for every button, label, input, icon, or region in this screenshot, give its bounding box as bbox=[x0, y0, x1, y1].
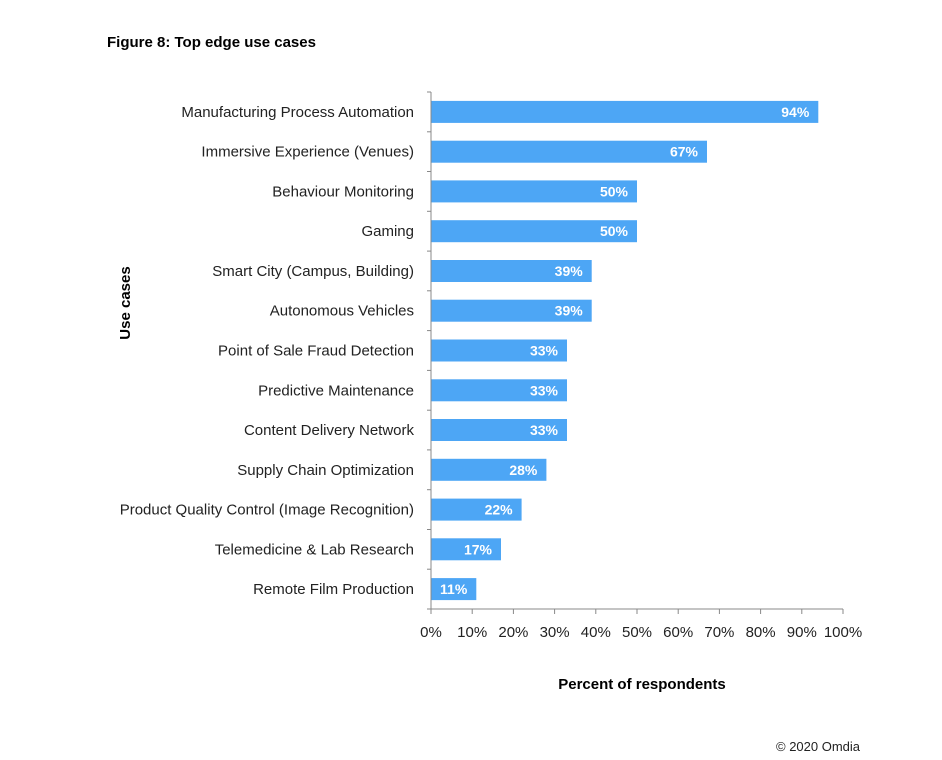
data-label: 33% bbox=[530, 422, 559, 438]
x-tick-label: 90% bbox=[787, 624, 817, 641]
bar bbox=[431, 260, 592, 282]
category-label: Telemedicine & Lab Research bbox=[215, 541, 414, 558]
category-label: Immersive Experience (Venues) bbox=[201, 144, 414, 161]
category-label: Point of Sale Fraud Detection bbox=[218, 343, 414, 360]
bar bbox=[431, 220, 637, 243]
data-label: 67% bbox=[670, 144, 699, 160]
category-label: Supply Chain Optimization bbox=[237, 462, 414, 479]
category-label: Smart City (Campus, Building) bbox=[212, 263, 414, 280]
bar bbox=[431, 100, 819, 123]
bar bbox=[431, 458, 547, 481]
category-label: Manufacturing Process Automation bbox=[181, 104, 414, 121]
data-label: 39% bbox=[555, 263, 584, 279]
x-tick-label: 70% bbox=[704, 624, 734, 641]
category-label: Product Quality Control (Image Recogniti… bbox=[120, 502, 414, 519]
data-label: 50% bbox=[600, 223, 629, 239]
bar bbox=[431, 379, 567, 402]
bar bbox=[431, 419, 567, 441]
copyright-notice: © 2020 Omdia bbox=[776, 739, 861, 754]
figure-title: Figure 8: Top edge use cases bbox=[107, 34, 316, 51]
data-label: 39% bbox=[555, 303, 584, 319]
bar bbox=[431, 299, 592, 322]
data-label: 17% bbox=[464, 541, 493, 557]
category-label: Autonomous Vehicles bbox=[270, 303, 414, 320]
category-label: Behaviour Monitoring bbox=[272, 183, 414, 200]
data-label: 22% bbox=[485, 502, 514, 518]
x-tick-label: 40% bbox=[581, 624, 611, 641]
x-tick-label: 80% bbox=[746, 624, 776, 641]
category-label: Gaming bbox=[361, 223, 414, 240]
x-tick-label: 0% bbox=[420, 624, 442, 641]
x-tick-label: 50% bbox=[622, 624, 652, 641]
x-tick-label: 100% bbox=[824, 624, 862, 641]
data-label: 28% bbox=[509, 462, 538, 478]
data-label: 33% bbox=[530, 343, 559, 359]
bar bbox=[431, 498, 522, 521]
data-label: 33% bbox=[530, 382, 559, 398]
x-tick-label: 30% bbox=[540, 624, 570, 641]
bar bbox=[431, 339, 567, 362]
x-tick-label: 60% bbox=[663, 624, 693, 641]
bar bbox=[431, 538, 501, 561]
bar bbox=[431, 140, 707, 163]
y-axis-title: Use cases bbox=[117, 266, 134, 339]
data-label: 11% bbox=[440, 581, 468, 597]
bar bbox=[431, 578, 477, 601]
category-label: Remote Film Production bbox=[253, 581, 414, 598]
x-axis-title: Percent of respondents bbox=[558, 676, 726, 693]
bar bbox=[431, 180, 637, 203]
category-label: Predictive Maintenance bbox=[258, 382, 414, 399]
data-label: 94% bbox=[781, 104, 810, 120]
category-label: Content Delivery Network bbox=[244, 422, 415, 439]
x-tick-label: 20% bbox=[498, 624, 528, 641]
data-label: 50% bbox=[600, 183, 629, 199]
x-tick-label: 10% bbox=[457, 624, 487, 641]
